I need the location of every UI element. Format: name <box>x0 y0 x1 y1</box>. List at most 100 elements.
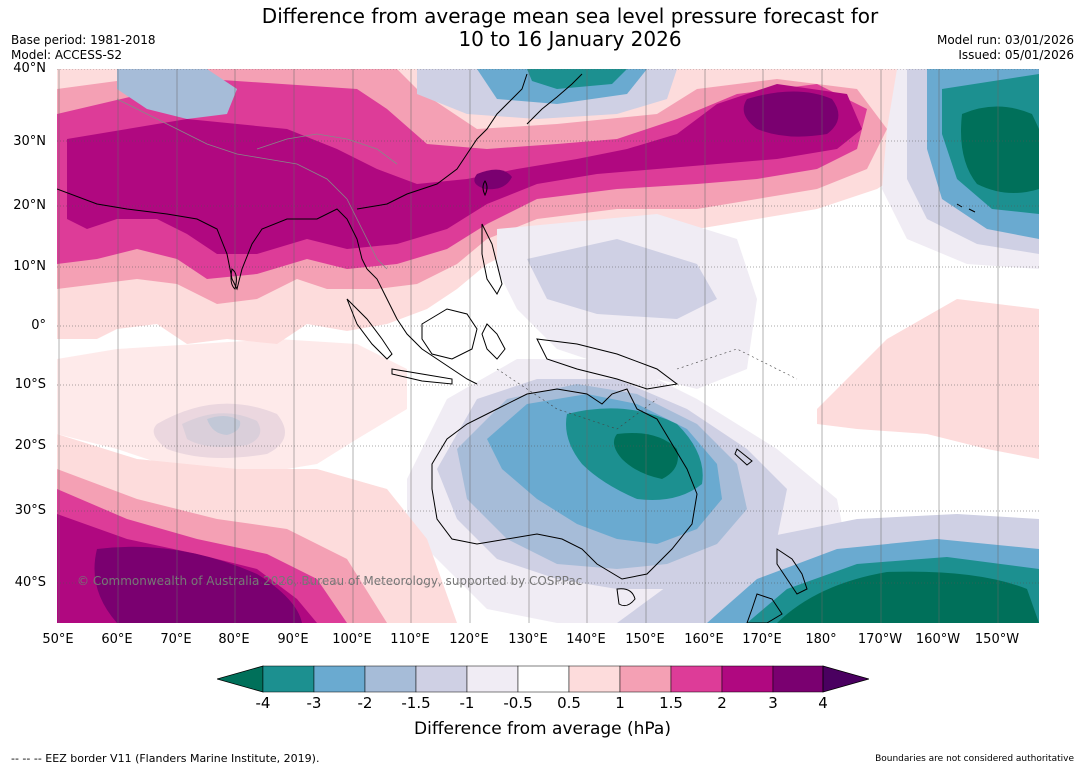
lon-label: 90°E <box>277 632 309 647</box>
lat-label: 40°N <box>13 61 46 76</box>
border-line <box>116 98 348 200</box>
model-run: Model run: 03/01/2026 <box>936 33 1074 47</box>
coastline-new-zealand-north <box>776 548 808 595</box>
colorbar-swatch <box>670 665 723 693</box>
coastline-australia <box>431 388 698 580</box>
colorbar-label: 1.5 <box>659 694 683 712</box>
lon-label: 160°W <box>915 632 961 647</box>
lat-label: 40°S <box>14 575 46 590</box>
colorbar-label: 4 <box>818 694 828 712</box>
coastline-sri-lanka <box>230 268 237 290</box>
coastline-japan <box>526 73 583 125</box>
colorbar-label: 3 <box>768 694 778 712</box>
lon-label: 160°E <box>684 632 724 647</box>
colorbar-label: -2 <box>357 694 373 712</box>
lon-label: 180° <box>805 632 837 647</box>
colorbar-label: -4 <box>255 694 271 712</box>
issued-date: Issued: 05/01/2026 <box>958 48 1074 62</box>
colorbar-swatch <box>466 665 519 693</box>
lat-label: 10°S <box>14 377 46 392</box>
lon-label: 70°E <box>160 632 192 647</box>
lat-label: 10°N <box>13 259 46 274</box>
anomaly-positive-south-peak <box>94 546 302 623</box>
coastlines <box>57 73 976 623</box>
anomaly-positive-east-pacific <box>817 299 1039 459</box>
model-name: Model: ACCESS-S2 <box>11 48 123 62</box>
coastline-tasmania <box>616 588 636 607</box>
eez-note: -- -- -- EEZ border V11 (Flanders Marine… <box>11 752 320 765</box>
borders <box>116 98 398 270</box>
map-title-line1: Difference from average mean sea level p… <box>261 4 879 28</box>
coastline-new-guinea <box>536 338 679 390</box>
colorbar-swatch-below <box>217 665 264 693</box>
colorbar-label: 0.5 <box>557 694 581 712</box>
colorbar-label: -1 <box>459 694 475 712</box>
copyright-text: © Commonwealth of Australia 2026, Bureau… <box>77 574 583 588</box>
coastline-java <box>391 368 453 385</box>
lon-label: 150°W <box>974 632 1020 647</box>
colorbar-swatch <box>262 665 315 693</box>
coastline-borneo <box>421 308 478 360</box>
coastline-philippines <box>481 223 503 295</box>
colorbar-label: -3 <box>306 694 322 712</box>
lon-label: 170°W <box>857 632 903 647</box>
coastline-sumatra <box>346 298 393 360</box>
boundaries-note: Boundaries are not considered authoritat… <box>875 754 1074 764</box>
coastline-taiwan <box>482 180 488 197</box>
colorbar-swatch <box>568 665 621 693</box>
lon-label: 80°E <box>218 632 250 647</box>
lon-label: 100°E <box>332 632 372 647</box>
coastline-se-asia <box>366 268 478 385</box>
lat-label: 30°N <box>13 134 46 149</box>
lon-label: 120°E <box>449 632 489 647</box>
colorbar-label: -1.5 <box>401 694 431 712</box>
colorbar-title: Difference from average (hPa) <box>414 719 671 739</box>
coastline-india <box>57 188 368 291</box>
pressure-anomaly-map <box>57 69 1039 623</box>
meridian-lines <box>58 69 999 623</box>
lon-label: 50°E <box>42 632 74 647</box>
anomaly-negative-ne-core <box>961 106 1039 193</box>
lat-label: 30°S <box>14 503 46 518</box>
lon-label: 60°E <box>101 632 133 647</box>
coastline-hawaii <box>956 203 976 213</box>
lon-label: 130°E <box>508 632 548 647</box>
colorbar-label: -0.5 <box>503 694 533 712</box>
colorbar-swatch <box>772 665 824 693</box>
meta-left: Base period: 1981-2018 Model: ACCESS-S2 <box>11 33 156 63</box>
colorbar <box>217 665 869 693</box>
lat-label: 20°N <box>13 198 46 213</box>
anomaly-positive-north-peak <box>743 91 839 137</box>
anomaly-negative-tasman-core <box>777 571 1039 623</box>
colorbar-swatch <box>313 665 366 693</box>
coastline-sulawesi <box>481 323 506 360</box>
colorbar-swatch <box>619 665 672 693</box>
colorbar-label: 2 <box>717 694 727 712</box>
lon-label: 110°E <box>390 632 430 647</box>
colorbar-label: 1 <box>615 694 625 712</box>
anomaly-positive-north-verystrong <box>67 84 862 254</box>
lat-label: 20°S <box>14 438 46 453</box>
meta-right: Model run: 03/01/2026 Issued: 05/01/2026 <box>937 33 1074 63</box>
colorbar-swatch <box>415 665 468 693</box>
map-title: Difference from average mean sea level p… <box>170 5 970 51</box>
anomaly-positive-indian-weak <box>57 339 407 474</box>
coastline-new-zealand-south <box>746 593 783 623</box>
lon-label: 150°E <box>625 632 665 647</box>
coastline-new-caledonia <box>734 448 753 466</box>
eez-line <box>496 368 658 430</box>
lat-label: 0° <box>31 318 46 333</box>
lon-label: 140°E <box>566 632 606 647</box>
map-panel: © Commonwealth of Australia 2026, Bureau… <box>57 69 1039 623</box>
eez-borders <box>496 348 798 430</box>
coastline-china <box>356 73 528 210</box>
colorbar-swatch <box>517 665 570 693</box>
border-line <box>346 198 388 270</box>
map-title-line2: 10 to 16 January 2026 <box>458 27 682 51</box>
base-period: Base period: 1981-2018 <box>11 33 156 47</box>
colorbar-swatch-above <box>822 665 869 693</box>
colorbar-swatch <box>721 665 774 693</box>
eez-line <box>676 348 798 380</box>
anomaly-negative-tropical-light <box>527 239 717 319</box>
colorbar-swatch <box>364 665 417 693</box>
